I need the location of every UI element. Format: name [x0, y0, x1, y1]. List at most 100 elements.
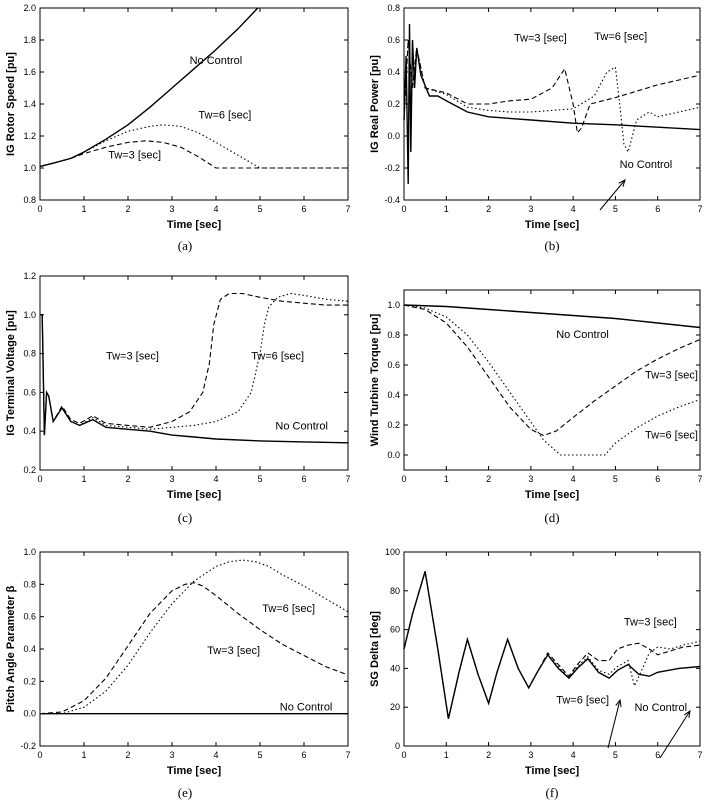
- series-annotation: Tw=3 [sec]: [624, 617, 677, 629]
- panel-caption: (d): [544, 510, 559, 525]
- x-axis-label: Time [sec]: [525, 765, 580, 777]
- x-tick-label: 2: [486, 204, 491, 214]
- series-annotation: Tw=6 [sec]: [645, 430, 698, 442]
- x-tick-label: 5: [613, 750, 618, 760]
- x-tick-label: 7: [345, 204, 350, 214]
- series-tw-6-sec: [403, 304, 701, 456]
- x-tick-label: 4: [571, 474, 576, 484]
- x-tick-label: 2: [125, 204, 130, 214]
- y-axis-label: SG Delta [deg]: [369, 611, 381, 687]
- series-tw-6-sec: [403, 39, 701, 154]
- x-tick-label: 2: [125, 474, 130, 484]
- x-tick-label: 3: [169, 474, 174, 484]
- x-tick-label: 7: [697, 750, 702, 760]
- y-axis-label: IG Real Power [pu]: [369, 55, 381, 153]
- series-tw-3-sec: [403, 304, 701, 437]
- x-tick-label: 0: [401, 750, 406, 760]
- x-tick-label: 0: [37, 204, 42, 214]
- chart-panel-1: 0 1 2 3 4 5 6 7 0.8 1.0 1.2 1.4 1.6 1.8 2.0 No Control T…: [5, 3, 351, 253]
- x-tick-label: 0: [37, 750, 42, 760]
- x-axis-label: Time [sec]: [167, 219, 222, 231]
- x-tick-label: 5: [613, 474, 618, 484]
- series-tw-3-sec: [39, 140, 348, 169]
- x-tick-label: 2: [125, 750, 130, 760]
- y-tick-label: 0.0: [387, 131, 400, 141]
- panel-caption: (b): [544, 238, 559, 253]
- y-tick-label: 0.0: [23, 709, 36, 719]
- y-tick-label: -0.2: [384, 163, 400, 173]
- x-tick-label: 6: [301, 474, 306, 484]
- y-tick-label: -0.4: [384, 195, 400, 205]
- x-axis-label: Time [sec]: [167, 489, 222, 501]
- y-tick-label: 0.4: [387, 67, 400, 77]
- y-tick-label: 0.6: [23, 387, 36, 397]
- y-tick-label: 1.0: [23, 547, 36, 557]
- x-tick-label: 0: [401, 204, 406, 214]
- series-tw-6-sec: [403, 571, 701, 719]
- series-annotation: Tw=3 [sec]: [106, 350, 159, 362]
- y-tick-label: 0.8: [387, 330, 400, 340]
- y-tick-label: 1.8: [23, 35, 36, 45]
- chart-panel-3: 0 1 2 3 4 5 6 7 0.2 0.4 0.6 0.8 1.0 1.2 Tw=3 [sec] Tw=6…: [5, 271, 351, 525]
- x-tick-label: 3: [169, 204, 174, 214]
- y-tick-label: 0.8: [23, 349, 36, 359]
- series-annotation: No Control: [190, 55, 243, 67]
- x-tick-label: 0: [37, 474, 42, 484]
- series-annotation: Tw=6 [sec]: [251, 350, 304, 362]
- series-annotation: No Control: [556, 329, 609, 341]
- series-no-control: [403, 304, 701, 329]
- x-tick-label: 2: [486, 474, 491, 484]
- y-tick-label: 0.2: [387, 99, 400, 109]
- x-tick-label: 1: [444, 750, 449, 760]
- series-no-control: [403, 23, 701, 185]
- y-tick-label: 0.0: [387, 450, 400, 460]
- x-tick-label: 3: [528, 750, 533, 760]
- y-tick-label: 0.4: [23, 644, 36, 654]
- chart-panel-2: 0 1 2 3 4 5 6 7 -0.4 -0.2 0.0 0.2 0.4 0.6 0.8 Tw=3 [sec…: [369, 3, 703, 253]
- x-tick-label: 4: [213, 474, 218, 484]
- x-tick-label: 6: [301, 204, 306, 214]
- y-tick-label: 1.6: [23, 67, 36, 77]
- y-tick-label: 0.4: [23, 426, 36, 436]
- y-tick-label: 0.8: [23, 195, 36, 205]
- annotation-arrow: [599, 179, 626, 211]
- panel-caption: (f): [546, 785, 559, 800]
- x-tick-label: 6: [655, 750, 660, 760]
- y-tick-label: 0.2: [23, 676, 36, 686]
- y-axis-label: IG Rotor Speed [pu]: [5, 52, 17, 156]
- series-no-control: [39, 7, 259, 168]
- y-axis-label: Wind Turbine Torque [pu]: [369, 313, 381, 446]
- series-tw-3-sec: [39, 582, 349, 715]
- series-annotation: Tw=6 [sec]: [198, 109, 251, 121]
- y-tick-label: 100: [385, 547, 400, 557]
- series-annotation: Tw=6 [sec]: [594, 31, 647, 43]
- x-tick-label: 2: [486, 750, 491, 760]
- series-no-control: [403, 571, 701, 719]
- x-tick-label: 7: [345, 750, 350, 760]
- annotation-arrow: [607, 699, 621, 749]
- series-tw-3-sec: [403, 39, 701, 135]
- x-tick-label: 6: [301, 750, 306, 760]
- y-tick-label: 0.6: [387, 360, 400, 370]
- series-annotation: Tw=3 [sec]: [514, 33, 567, 45]
- x-tick-label: 5: [257, 750, 262, 760]
- series-annotation: Tw=6 [sec]: [556, 694, 609, 706]
- annotation-arrowhead: [683, 709, 691, 718]
- y-tick-label: 0.6: [387, 35, 400, 45]
- annotation-arrowhead: [618, 179, 626, 187]
- y-tick-label: 0.4: [387, 390, 400, 400]
- plot-frame: [39, 7, 349, 201]
- y-tick-label: 0.8: [23, 579, 36, 589]
- x-tick-label: 4: [571, 204, 576, 214]
- x-tick-label: 5: [257, 204, 262, 214]
- series-annotation: Tw=3 [sec]: [645, 370, 698, 382]
- y-tick-label: -0.2: [20, 741, 36, 751]
- y-tick-label: 0.2: [23, 465, 36, 475]
- y-tick-label: 1.2: [23, 271, 36, 281]
- y-axis-label: Pitch Angle Parameter β: [5, 585, 17, 712]
- y-tick-label: 60: [390, 625, 400, 635]
- y-tick-label: 40: [390, 663, 400, 673]
- y-tick-label: 20: [390, 702, 400, 712]
- y-axis-label: IG Terminal Voltage [pu]: [5, 310, 17, 436]
